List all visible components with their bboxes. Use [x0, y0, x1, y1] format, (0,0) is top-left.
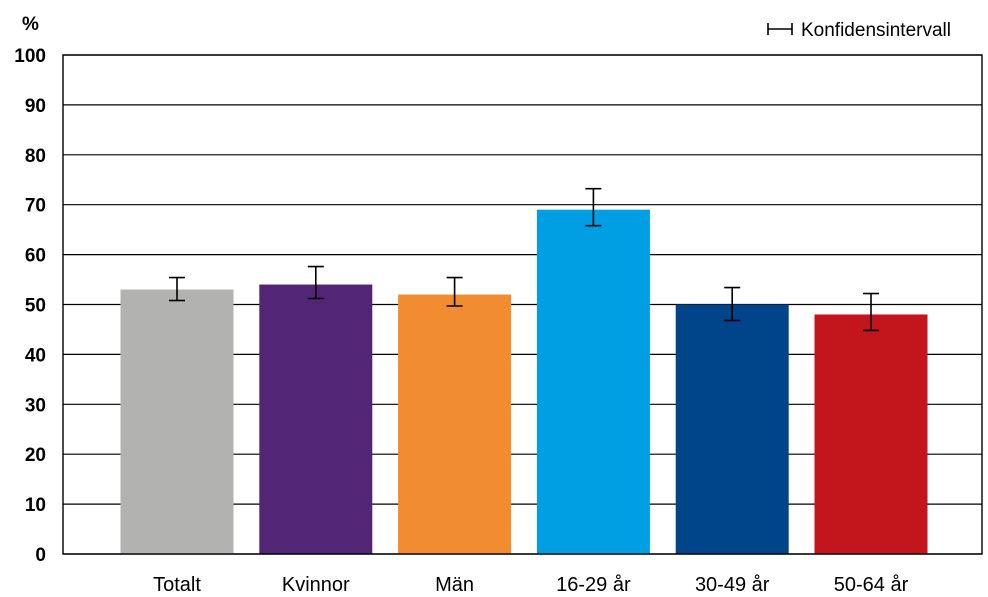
- y-tick-label: 100: [14, 46, 46, 67]
- y-tick-label: 50: [25, 296, 46, 317]
- bar: [675, 304, 789, 554]
- legend-label: Konfidensintervall: [801, 20, 951, 41]
- error-bar: [585, 187, 602, 227]
- x-tick-label: 16-29 år: [556, 574, 631, 596]
- y-tick-label: 20: [25, 445, 46, 466]
- bar: [398, 294, 512, 554]
- error-bar: [307, 265, 324, 300]
- y-tick-label: 30: [25, 395, 46, 416]
- y-tick-label: 80: [25, 146, 46, 167]
- bar: [259, 284, 373, 554]
- plot-frame: [62, 54, 983, 555]
- error-bar: [446, 276, 463, 307]
- bar: [814, 314, 928, 554]
- error-bars: [169, 187, 879, 332]
- y-tick-label: 40: [25, 345, 46, 366]
- x-tick-label: 50-64 år: [834, 574, 909, 596]
- legend: Konfidensintervall: [767, 20, 951, 41]
- x-tick-label: Totalt: [153, 574, 201, 596]
- y-tick-label: 0: [35, 545, 46, 566]
- x-tick-label: Kvinnor: [282, 574, 350, 596]
- bars: [120, 209, 928, 554]
- y-tick-label: 60: [25, 246, 46, 267]
- y-axis-ticks: 0 10 20 30 40 50 60 70 80 90 100: [14, 46, 46, 566]
- x-axis-ticks: Totalt Kvinnor Män 16-29 år 30-49 år 50-64 år: [153, 574, 908, 596]
- x-tick-label: Män: [435, 574, 474, 596]
- error-bar: [169, 276, 185, 302]
- bar: [536, 209, 650, 554]
- y-tick-label: 10: [25, 495, 46, 516]
- error-bar: [863, 292, 879, 332]
- confidence-interval-icon: [767, 23, 793, 35]
- x-tick-label: 30-49 år: [695, 574, 770, 596]
- y-tick-label: 90: [25, 96, 46, 117]
- y-tick-label: 70: [25, 196, 46, 217]
- error-bar: [724, 286, 741, 322]
- bar: [120, 289, 234, 554]
- y-unit-label: %: [22, 14, 39, 35]
